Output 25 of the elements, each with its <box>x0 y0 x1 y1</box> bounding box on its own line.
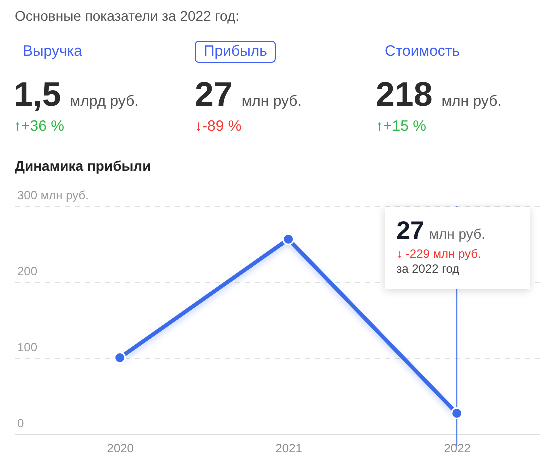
y-tick-label: 300 млн руб. <box>18 188 89 202</box>
annotation: ↓ -229 млн руб. <box>396 247 482 261</box>
x-tick-label: 2020 <box>107 442 134 456</box>
annotation: млн руб. <box>429 226 486 242</box>
x-tick-label: 2021 <box>276 442 303 456</box>
text: Основные показатели за 2022 год: <box>15 7 240 25</box>
text: ↓-89 % <box>195 118 242 136</box>
text: 218 <box>376 76 433 114</box>
text: 27 <box>195 76 233 114</box>
y-tick-label: 200 <box>18 264 38 278</box>
text: Прибыль <box>204 43 268 60</box>
annotation: за 2022 год <box>396 262 460 276</box>
text: 1,5 <box>14 76 62 114</box>
text: ↑+15 % <box>376 118 426 136</box>
text: млрд руб. <box>70 93 139 110</box>
text: млн руб. <box>242 93 302 110</box>
text: млн руб. <box>442 93 502 110</box>
text: Стоимость <box>385 43 460 60</box>
y-tick-label: 0 <box>18 416 24 430</box>
annotation: 27 <box>396 217 424 245</box>
x-tick-label: 2022 <box>444 442 472 456</box>
y-tick-label: 100 <box>18 340 38 354</box>
text: ↑+36 % <box>14 118 64 136</box>
text: Выручка <box>23 43 83 60</box>
chart-title: Динамика прибыли <box>15 158 152 174</box>
